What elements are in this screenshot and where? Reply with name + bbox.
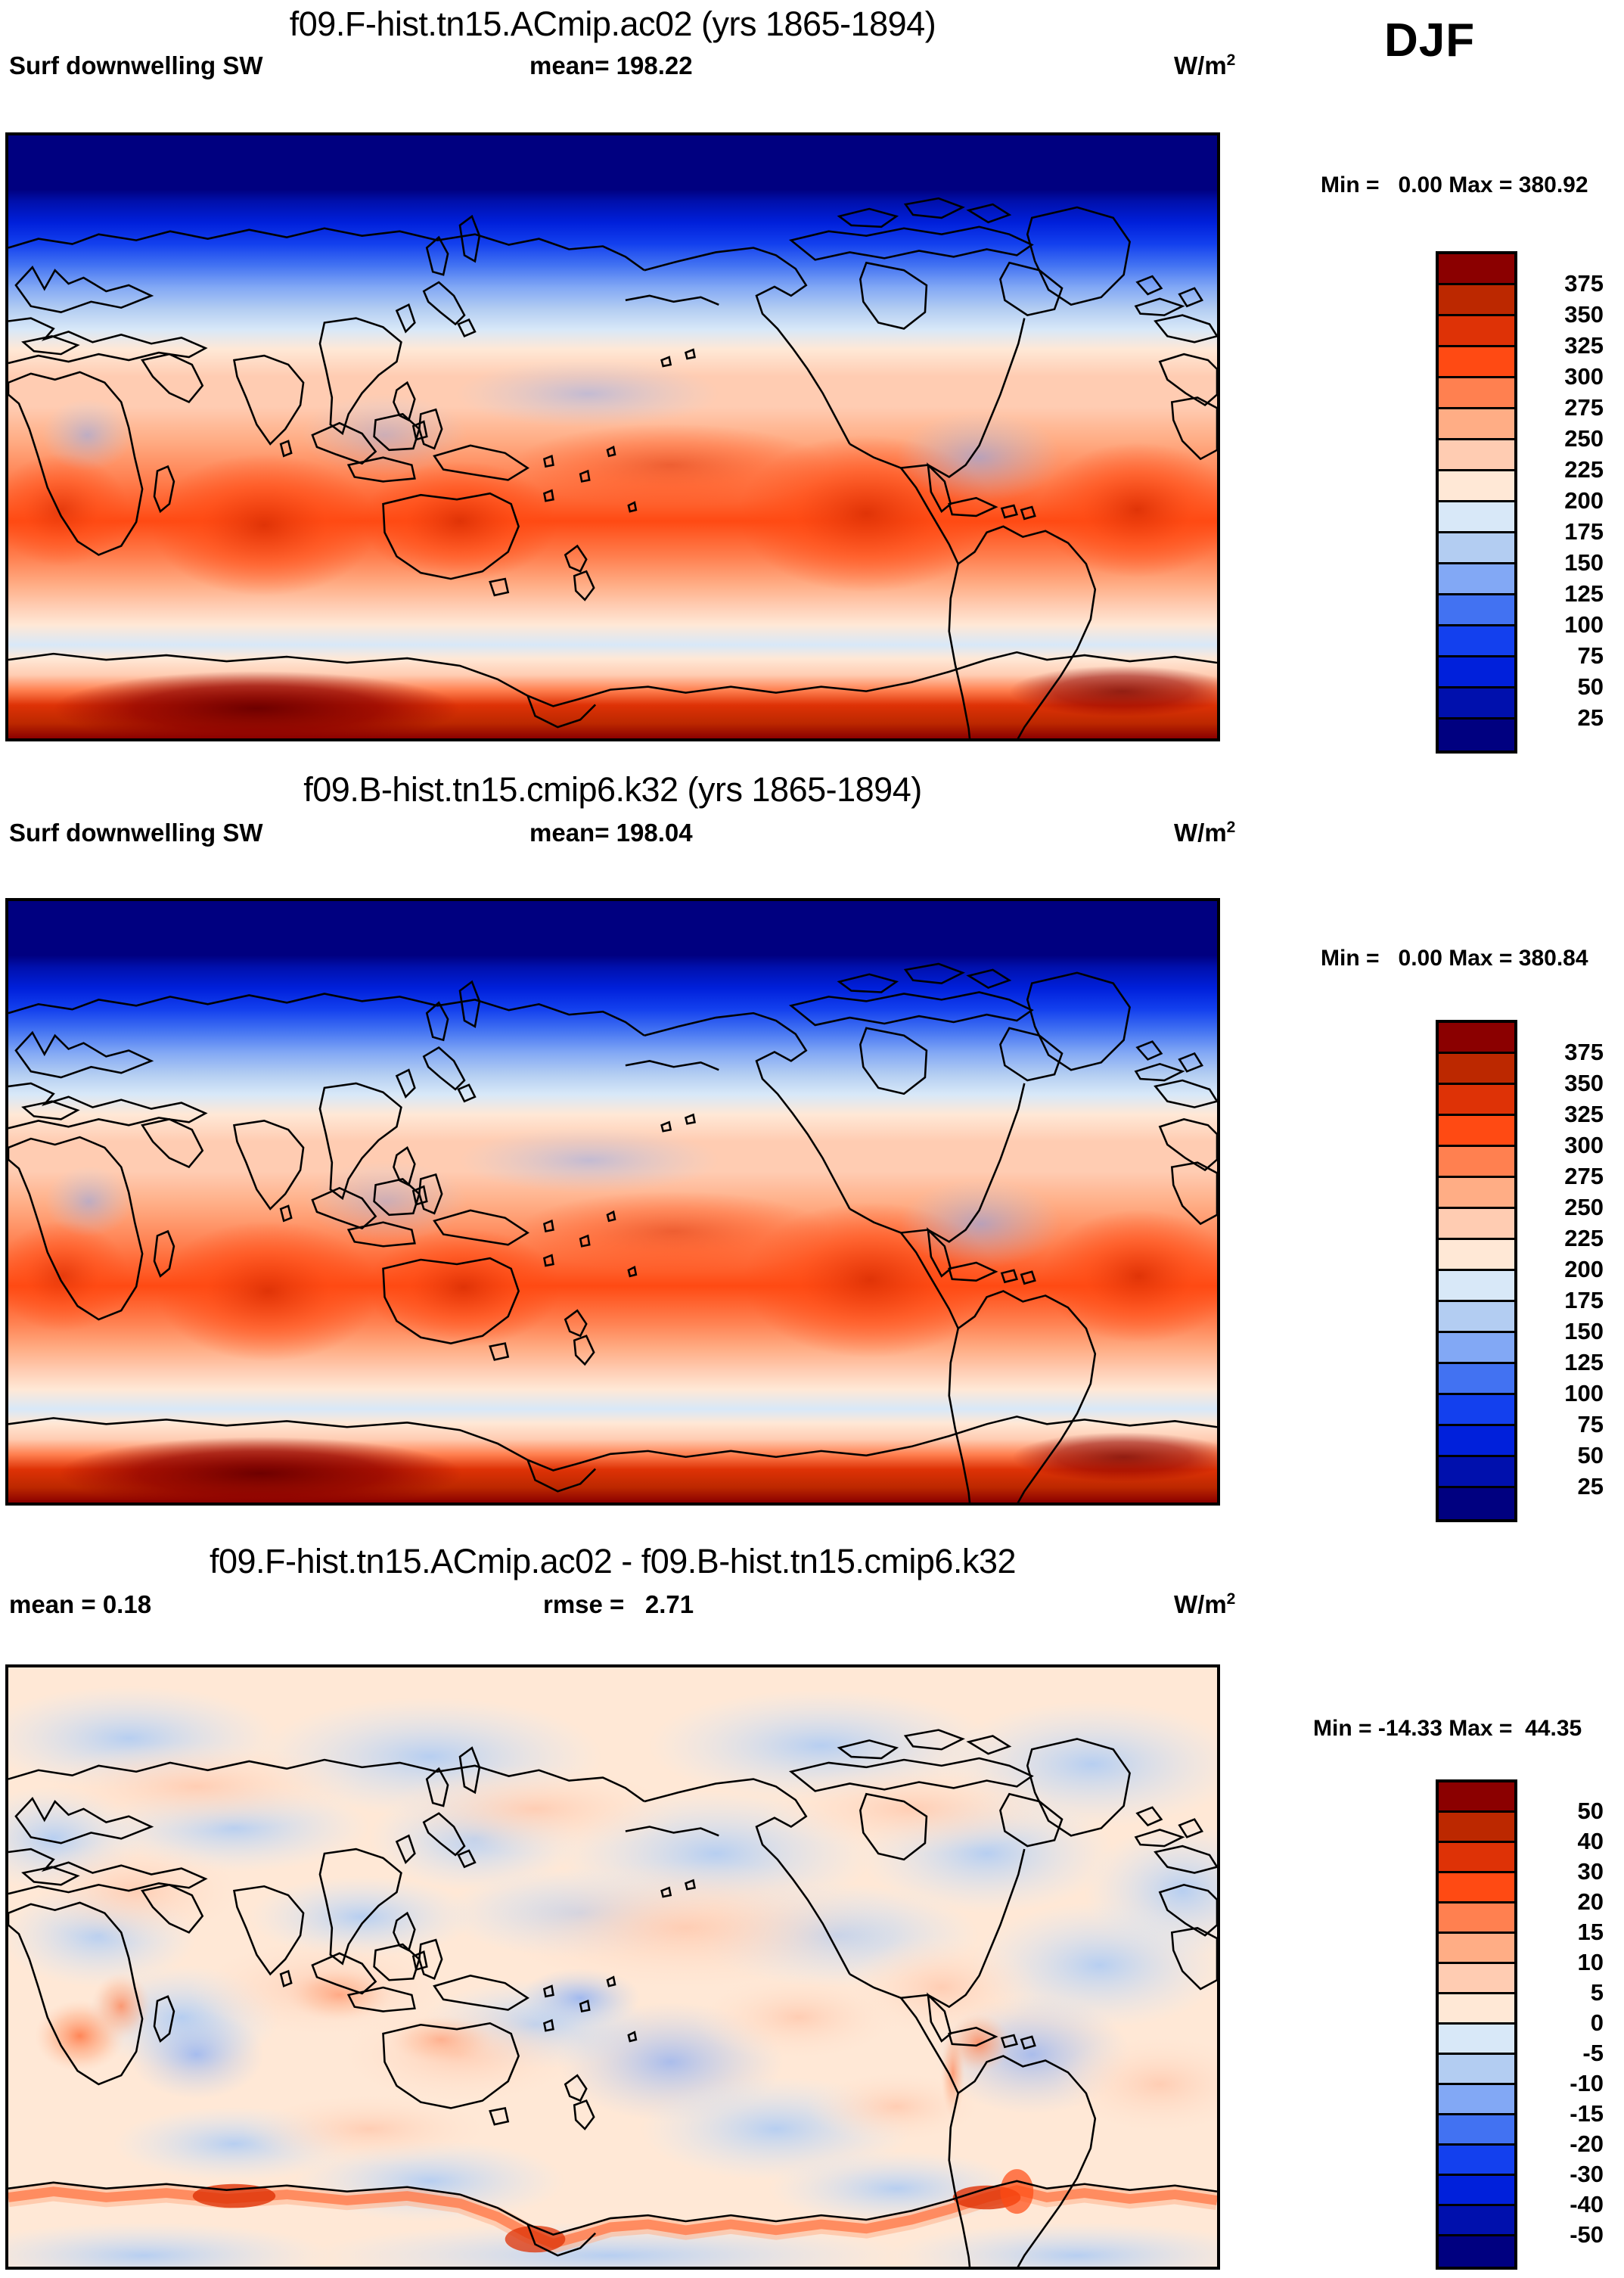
colorbar-tick: 350 (1564, 1070, 1604, 1096)
colorbar-tick: 150 (1564, 549, 1604, 576)
colorbar-tick: -20 (1570, 2130, 1604, 2157)
colorbar-tick: 300 (1564, 1132, 1604, 1158)
colorbar-tick: 125 (1564, 580, 1604, 607)
panel-2-colorbar (1436, 1020, 1517, 1522)
colorbar-tick: 175 (1564, 518, 1604, 545)
colorbar-tick: -15 (1570, 2100, 1604, 2127)
panel-2-variable-label: Surf downwelling SW (9, 819, 263, 847)
colorbar-tick: 100 (1564, 611, 1604, 638)
season-label: DJF (1384, 14, 1476, 67)
panel-3-map (5, 1664, 1220, 2270)
colorbar-tick: 275 (1564, 1163, 1604, 1189)
panel-3-colorbar (1436, 1779, 1517, 2270)
colorbar-tick: 25 (1577, 1473, 1604, 1500)
panel-3-map-canvas (8, 1667, 1217, 2267)
colorbar-tick: 200 (1564, 487, 1604, 514)
colorbar-tick: -5 (1582, 2040, 1604, 2066)
colorbar-tick: 125 (1564, 1349, 1604, 1375)
colorbar-tick: 0 (1590, 2009, 1604, 2036)
panel-2-map-canvas (8, 901, 1217, 1503)
panel-3-title: f09.F-hist.tn15.ACmip.ac02 - f09.B-hist.… (209, 1542, 1017, 1580)
panel-2-colorbar-ticks: 375 350 325 300 275 250 225 200 175 150 … (1520, 1020, 1604, 1516)
colorbar-tick: 15 (1577, 1919, 1604, 1945)
colorbar-tick: 30 (1577, 1858, 1604, 1885)
panel-3-units-label: W/m2 (1174, 1590, 1236, 1618)
panel-1-minmax: Min = 0.00 Max = 380.92 (1321, 172, 1588, 197)
panel-3-rmse-label: rmse = 2.71 (543, 1590, 694, 1618)
colorbar-tick: 5 (1590, 1979, 1604, 2006)
colorbar-tick: -10 (1570, 2070, 1604, 2096)
panel-3-mean-label: mean = 0.18 (9, 1590, 152, 1618)
panel-3-subheader: mean = 0.18 rmse = 2.71 W/m2 (0, 1590, 1235, 1624)
panel-1-variable-label: Surf downwelling SW (9, 51, 263, 79)
colorbar-tick: 300 (1564, 363, 1604, 390)
colorbar-tick: 250 (1564, 1194, 1604, 1220)
colorbar-tick: 375 (1564, 270, 1604, 297)
panel-1-map (5, 132, 1220, 741)
panel-1-colorbar (1436, 251, 1517, 754)
colorbar-tick: 40 (1577, 1828, 1604, 1854)
panel-2-mean-label: mean= 198.04 (529, 819, 693, 847)
colorbar-tick: 325 (1564, 332, 1604, 359)
colorbar-tick: 75 (1577, 642, 1604, 669)
colorbar-tick: -50 (1570, 2221, 1604, 2248)
colorbar-tick: 250 (1564, 425, 1604, 452)
colorbar-tick: 200 (1564, 1256, 1604, 1282)
panel-1-units-label: W/m2 (1174, 51, 1236, 79)
colorbar-tick: 350 (1564, 301, 1604, 328)
panel-2-subheader: Surf downwelling SW mean= 198.04 W/m2 (0, 819, 1235, 852)
panel-3-minmax: Min = -14.33 Max = 44.35 (1313, 1716, 1582, 1741)
colorbar-tick: 375 (1564, 1039, 1604, 1065)
panel-1-subheader: Surf downwelling SW mean= 198.22 W/m2 (0, 51, 1235, 85)
colorbar-tick: 225 (1564, 1225, 1604, 1251)
colorbar-tick: 225 (1564, 456, 1604, 483)
colorbar-tick: 50 (1577, 1798, 1604, 1824)
panel-2-units-label: W/m2 (1174, 819, 1236, 847)
colorbar-tick: 325 (1564, 1101, 1604, 1127)
panel-1-title: f09.F-hist.tn15.ACmip.ac02 (yrs 1865-189… (289, 5, 936, 43)
panel-3-colorbar-ticks: 50 40 30 20 15 10 5 0 -5 -10 -15 -20 -30… (1520, 1779, 1604, 2264)
colorbar-tick: 20 (1577, 1888, 1604, 1915)
colorbar-tick: 50 (1577, 1442, 1604, 1468)
colorbar-tick: 25 (1577, 704, 1604, 731)
panel-2-minmax: Min = 0.00 Max = 380.84 (1321, 946, 1588, 971)
panel-1-map-canvas (8, 135, 1217, 738)
colorbar-tick: -30 (1570, 2161, 1604, 2187)
panel-1-mean-label: mean= 198.22 (529, 51, 693, 79)
colorbar-tick: 275 (1564, 394, 1604, 421)
colorbar-tick: 50 (1577, 673, 1604, 700)
panel-2-title: f09.B-hist.tn15.cmip6.k32 (yrs 1865-1894… (303, 770, 922, 809)
colorbar-tick: 150 (1564, 1318, 1604, 1344)
colorbar-tick: 175 (1564, 1287, 1604, 1313)
colorbar-tick: 10 (1577, 1949, 1604, 1975)
panel-2-map (5, 898, 1220, 1506)
colorbar-tick: 75 (1577, 1411, 1604, 1437)
colorbar-tick: 100 (1564, 1380, 1604, 1406)
colorbar-tick: -40 (1570, 2191, 1604, 2217)
panel-1-colorbar-ticks: 375 350 325 300 275 250 225 200 175 150 … (1520, 251, 1604, 747)
